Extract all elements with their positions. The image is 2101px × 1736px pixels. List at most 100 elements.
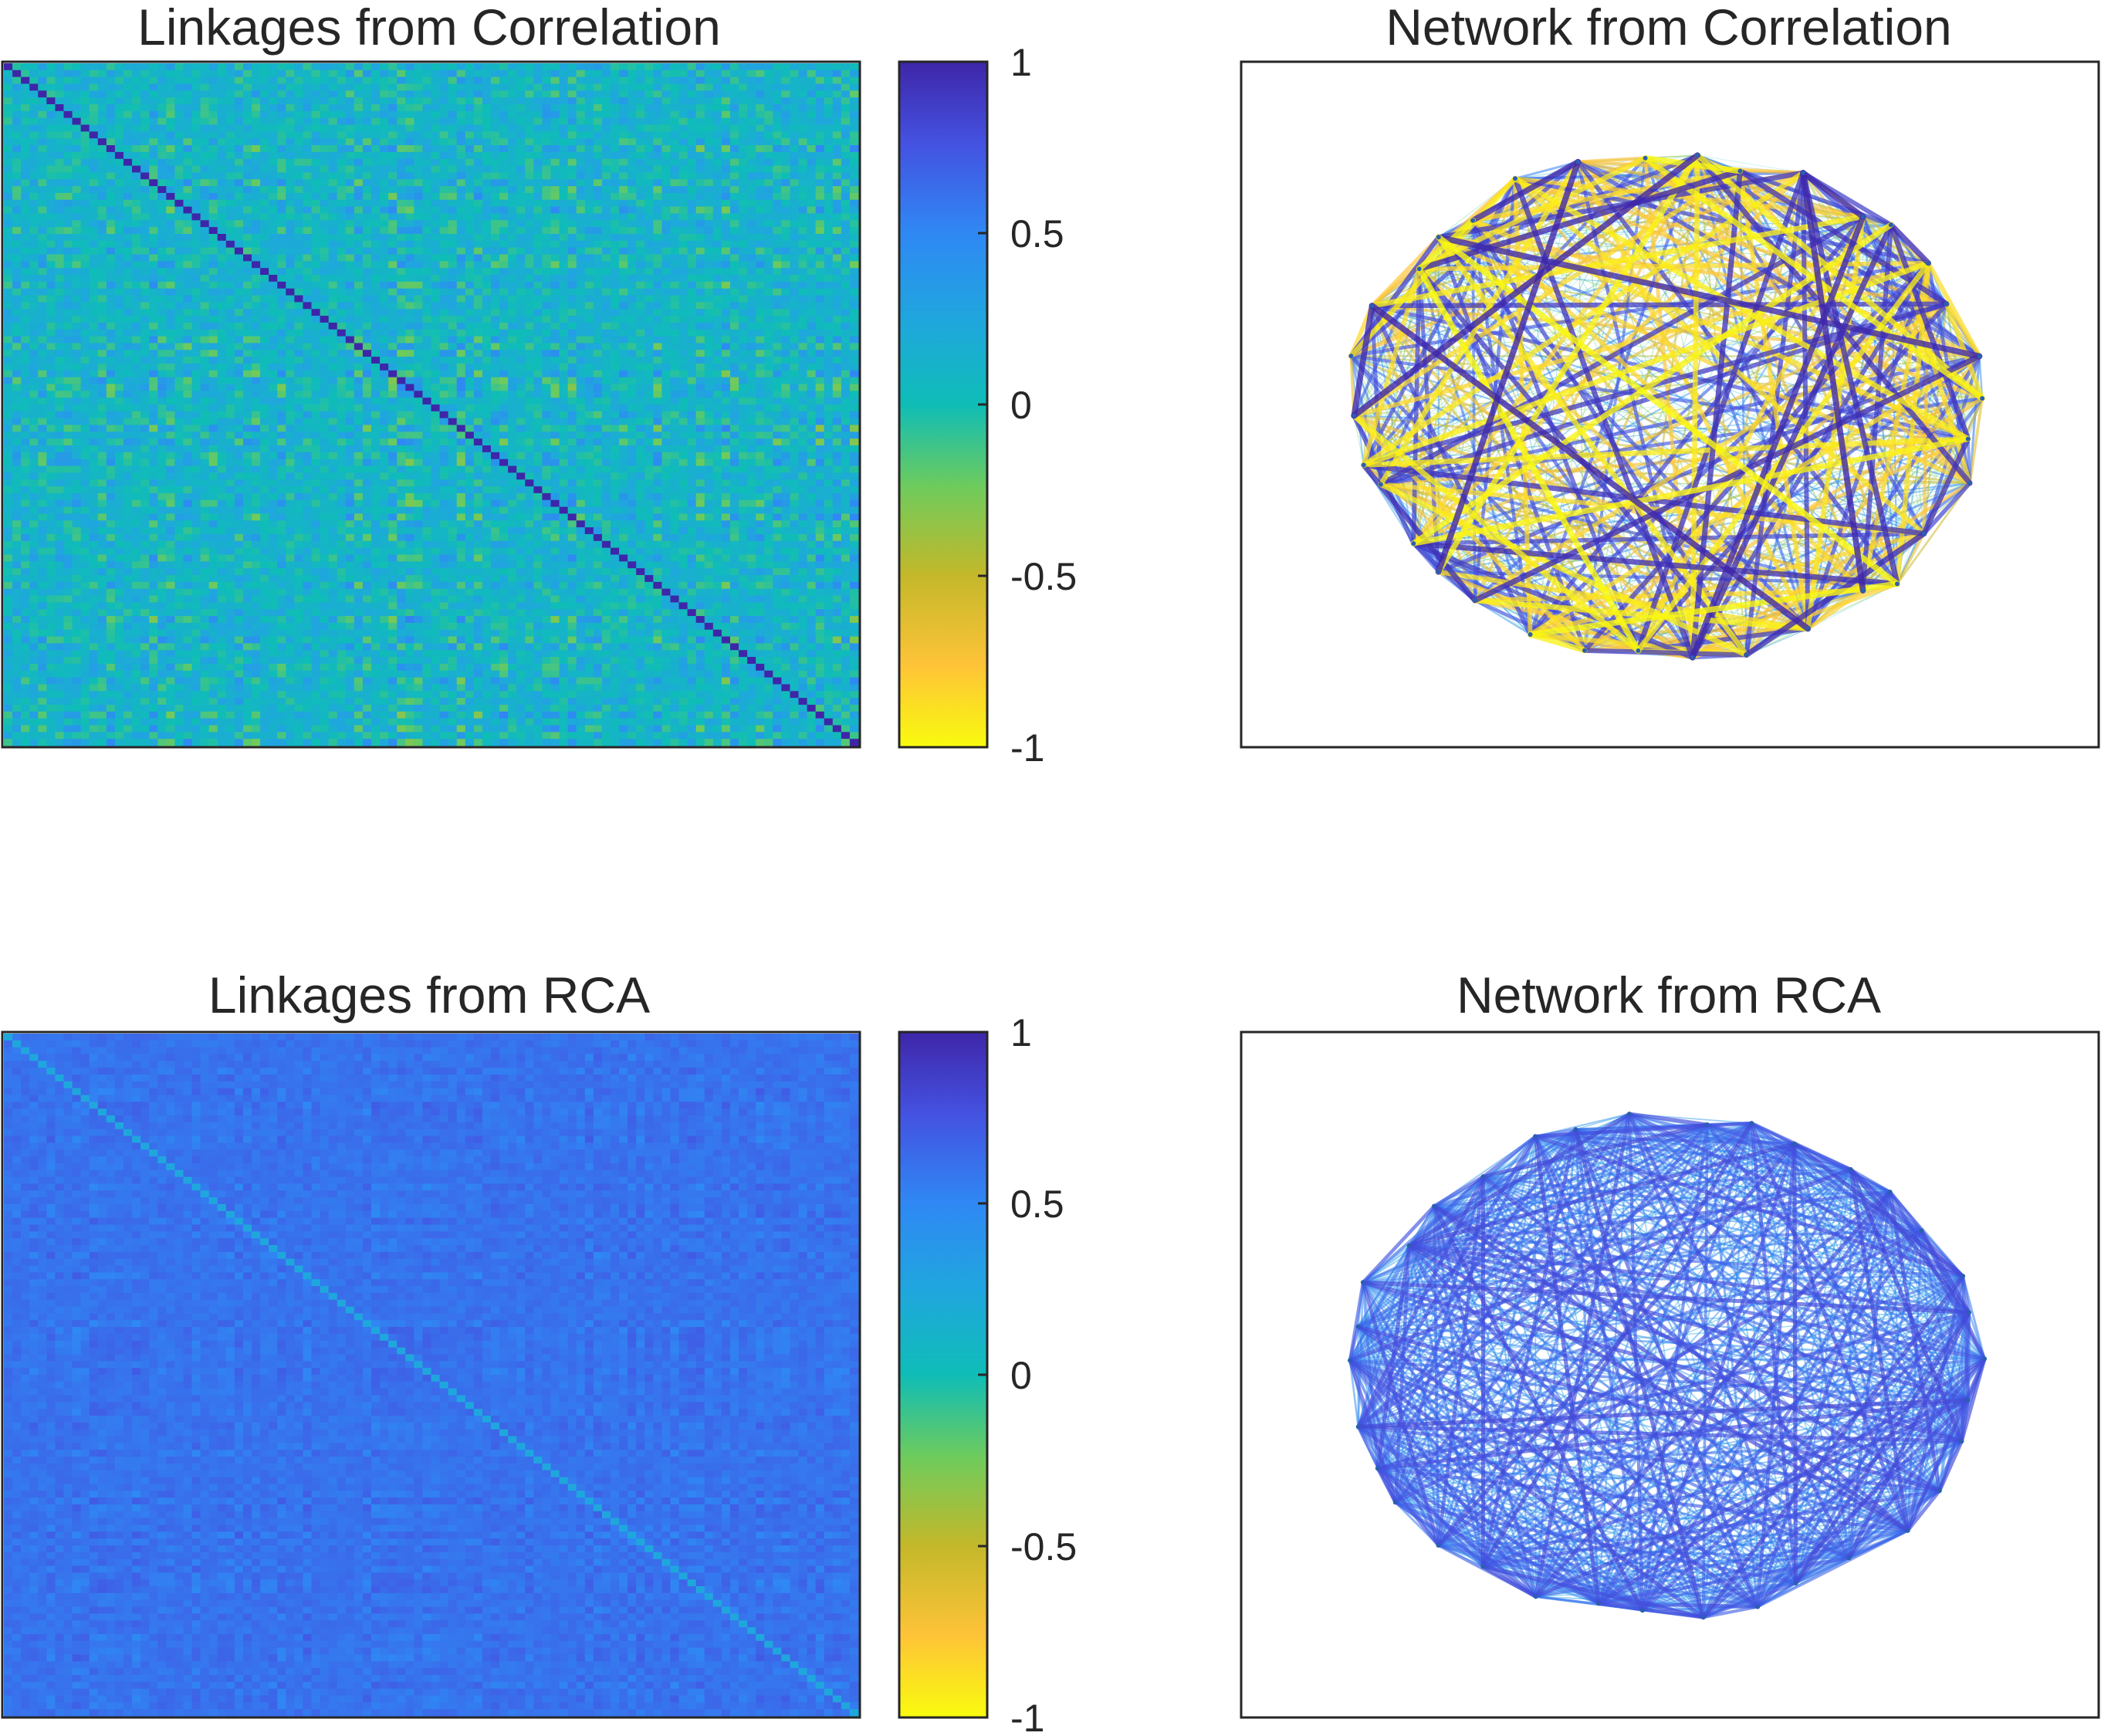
heatmap-cell	[661, 227, 672, 235]
heatmap-cell	[439, 227, 449, 235]
heatmap-cell	[456, 83, 466, 91]
heatmap-cell	[371, 322, 381, 330]
heatmap-cell	[747, 363, 756, 371]
heatmap-cell	[166, 124, 175, 132]
heatmap-cell	[371, 370, 381, 378]
heatmap-cell	[234, 370, 244, 378]
heatmap-cell	[448, 350, 458, 357]
heatmap-cell	[4, 69, 13, 78]
heatmap-cell	[439, 90, 449, 98]
heatmap-cell	[661, 124, 672, 132]
heatmap-cell	[286, 172, 295, 180]
heatmap-cell	[4, 268, 13, 276]
heatmap-cell	[294, 391, 304, 398]
heatmap-cell	[414, 377, 424, 385]
heatmap-cell	[567, 213, 577, 221]
heatmap-cell	[431, 110, 441, 119]
heatmap-cell	[63, 69, 73, 78]
heatmap-cell	[388, 247, 398, 255]
heatmap-cell	[661, 145, 672, 153]
heatmap-cell	[397, 69, 406, 78]
heatmap-cell	[807, 199, 817, 208]
heatmap-cell	[533, 63, 543, 71]
heatmap-cell	[550, 357, 560, 364]
heatmap-cell	[448, 90, 458, 98]
heatmap-cell	[695, 275, 705, 283]
heatmap-cell	[345, 110, 355, 119]
heatmap-cell	[695, 220, 705, 228]
heatmap-cell	[533, 76, 543, 85]
heatmap-cell	[269, 322, 278, 330]
heatmap-cell	[380, 69, 389, 78]
heatmap-cell	[550, 90, 560, 98]
heatmap-cell	[200, 302, 210, 310]
heatmap-cell	[46, 268, 56, 276]
heatmap-cell	[63, 384, 73, 391]
heatmap-cell	[371, 63, 381, 71]
heatmap-cell	[628, 295, 637, 303]
heatmap-cell	[286, 357, 295, 364]
heatmap-cell	[798, 240, 808, 249]
heatmap-cell	[405, 398, 414, 405]
heatmap-cell	[337, 138, 347, 146]
heatmap-cell	[508, 363, 517, 371]
heatmap-cell	[106, 131, 116, 139]
heatmap-cell	[21, 83, 30, 91]
heatmap-cell	[320, 76, 330, 85]
heatmap-cell	[260, 391, 269, 398]
heatmap-cell	[542, 124, 552, 132]
heatmap-cell	[414, 97, 424, 105]
heatmap-cell	[739, 220, 748, 228]
heatmap-cell	[414, 295, 424, 303]
heatmap-cell	[225, 234, 235, 242]
heatmap-cell	[636, 247, 645, 255]
heatmap-cell	[550, 261, 560, 269]
heatmap-cell	[815, 281, 825, 289]
heatmap-cell	[21, 206, 30, 215]
heatmap-cell	[234, 295, 244, 303]
heatmap-cell	[721, 247, 731, 255]
heatmap-cell	[542, 391, 552, 398]
heatmap-cell	[550, 363, 560, 371]
heatmap-cell	[405, 357, 414, 364]
heatmap-cell	[739, 309, 748, 316]
heatmap-cell	[721, 145, 731, 153]
heatmap-cell	[132, 83, 141, 91]
heatmap-cell	[525, 309, 534, 316]
heatmap-cell	[431, 391, 441, 398]
heatmap-cell	[465, 357, 475, 364]
heatmap-cell	[123, 104, 133, 112]
heatmap-cell	[183, 329, 193, 337]
heatmap-cell	[601, 110, 611, 119]
heatmap-cell	[815, 131, 825, 139]
heatmap-cell	[277, 83, 286, 91]
heatmap-cell	[97, 240, 107, 249]
heatmap-cell	[610, 83, 620, 91]
heatmap-cell	[670, 138, 680, 146]
heatmap-cell	[832, 206, 842, 215]
heatmap-cell	[431, 179, 441, 187]
heatmap-cell	[97, 377, 107, 385]
heatmap-cell	[183, 158, 193, 167]
heatmap-cell	[448, 370, 458, 378]
heatmap-cell	[132, 131, 141, 139]
heatmap-cell	[695, 281, 705, 289]
heatmap-cell	[97, 76, 107, 85]
heatmap-cell	[337, 322, 347, 330]
heatmap-cell	[448, 377, 458, 385]
heatmap-cell	[678, 357, 688, 364]
heatmap-cell	[456, 104, 466, 112]
heatmap-cell	[97, 357, 107, 364]
heatmap-cell	[114, 329, 124, 337]
heatmap-cell	[21, 391, 30, 398]
heatmap-cell	[269, 206, 278, 215]
heatmap-cell	[670, 199, 680, 208]
heatmap-cell	[311, 234, 321, 242]
heatmap-cell	[798, 110, 808, 119]
heatmap-cell	[123, 63, 133, 71]
heatmap-cell	[405, 336, 414, 344]
heatmap-cell	[712, 350, 722, 357]
heatmap-cell	[807, 377, 817, 385]
heatmap-cell	[841, 227, 851, 235]
heatmap-cell	[601, 377, 611, 385]
